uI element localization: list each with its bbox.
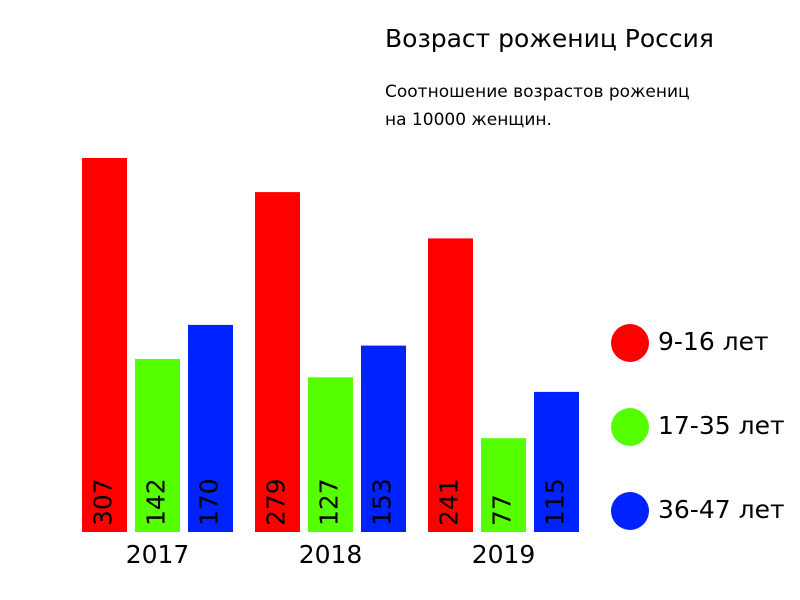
chart-title: Возраст рожениц Россия [385,24,714,53]
bar [481,438,526,532]
x-tick-label: 2018 [299,540,363,569]
chart-subtitle: Соотношение возрастов рожениц [385,82,690,102]
bar [255,192,300,532]
bar [534,391,579,532]
bar [361,345,406,532]
legend-label: 36-47 лет [658,495,785,524]
value-label: 153 [368,478,397,526]
legend-marker [611,324,649,362]
value-label: 279 [262,478,291,526]
legend-label: 17-35 лет [658,411,785,440]
value-label: 170 [195,478,224,526]
value-label: 115 [541,478,570,526]
bar [428,238,473,532]
value-label: 77 [488,494,517,526]
value-label: 127 [315,478,344,526]
value-label: 142 [142,478,171,526]
bar [82,158,127,532]
x-tick-label: 2019 [472,540,536,569]
chart-subtitle: на 10000 женщин. [385,110,552,130]
bar [308,377,353,532]
value-label: 307 [89,478,118,526]
bar [135,359,180,532]
x-tick-label: 2017 [126,540,190,569]
value-label: 241 [435,478,464,526]
legend-marker [611,408,649,446]
legend-marker [611,492,649,530]
bar [188,324,233,532]
legend-label: 9-16 лет [658,327,769,356]
